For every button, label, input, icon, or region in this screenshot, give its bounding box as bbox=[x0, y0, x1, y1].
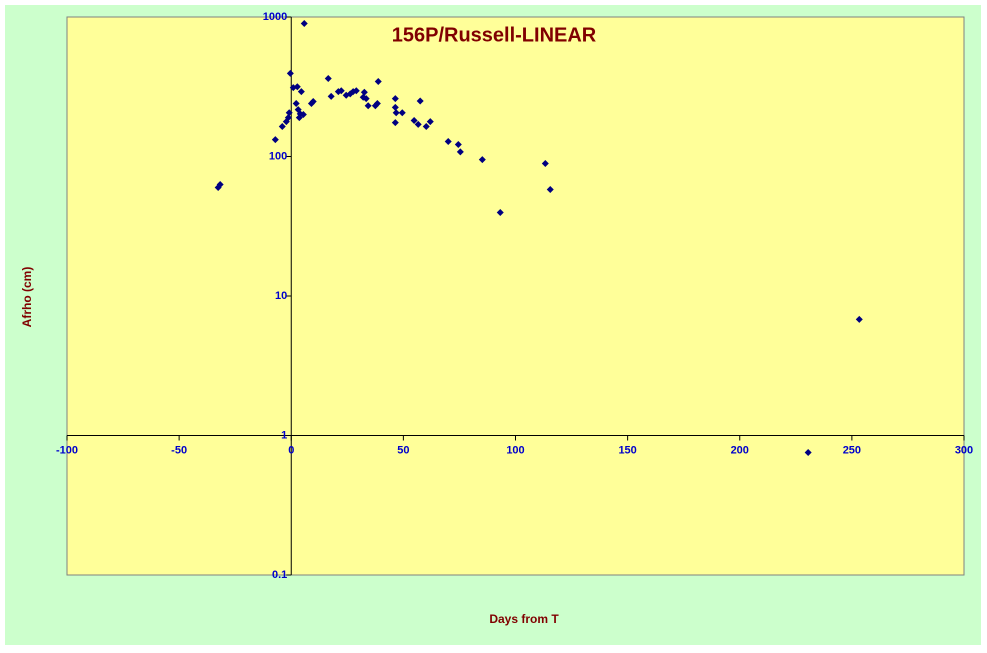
data-point bbox=[337, 87, 345, 95]
y-tick-label: 1000 bbox=[263, 11, 287, 23]
x-tick-label: -100 bbox=[56, 444, 78, 456]
data-point bbox=[496, 208, 504, 216]
x-axis-title: Days from T bbox=[489, 612, 559, 626]
y-tick-label: 0.1 bbox=[272, 569, 287, 581]
data-point bbox=[392, 109, 400, 117]
data-point bbox=[454, 140, 462, 148]
data-point bbox=[456, 148, 464, 156]
x-tick-label: -50 bbox=[171, 444, 187, 456]
data-point bbox=[271, 136, 279, 144]
data-point bbox=[286, 69, 294, 77]
data-point bbox=[416, 97, 424, 105]
data-point bbox=[444, 138, 452, 146]
y-tick-label: 100 bbox=[269, 150, 287, 162]
x-tick-label: 150 bbox=[618, 444, 636, 456]
data-point bbox=[293, 83, 301, 91]
data-point bbox=[309, 97, 317, 105]
data-point bbox=[297, 88, 305, 96]
x-tick-label: 250 bbox=[843, 444, 861, 456]
data-point bbox=[362, 95, 370, 103]
data-point bbox=[278, 123, 286, 131]
data-point bbox=[364, 102, 372, 110]
data-point bbox=[292, 99, 300, 107]
data-point bbox=[373, 99, 381, 107]
data-point bbox=[478, 156, 486, 164]
data-point bbox=[546, 186, 554, 194]
data-point bbox=[426, 118, 434, 126]
x-tick-label: 0 bbox=[288, 444, 294, 456]
data-point bbox=[284, 114, 292, 122]
data-point bbox=[391, 119, 399, 127]
data-point bbox=[300, 20, 308, 28]
x-tick-label: 200 bbox=[731, 444, 749, 456]
data-point bbox=[398, 109, 406, 117]
x-tick-label: 50 bbox=[397, 444, 409, 456]
y-tick-label: 1 bbox=[281, 429, 287, 441]
data-point bbox=[299, 111, 307, 119]
data-point bbox=[804, 449, 812, 457]
data-point bbox=[216, 180, 224, 188]
data-point bbox=[414, 120, 422, 128]
data-point bbox=[327, 92, 335, 100]
plot-area bbox=[66, 16, 965, 576]
data-point bbox=[422, 123, 430, 131]
data-point bbox=[374, 77, 382, 85]
data-point bbox=[360, 88, 368, 96]
x-tick-label: 300 bbox=[955, 444, 973, 456]
x-tick-label: 100 bbox=[506, 444, 524, 456]
y-tick-label: 10 bbox=[275, 290, 287, 302]
y-axis-title: Afrho (cm) bbox=[20, 267, 34, 328]
data-point bbox=[391, 103, 399, 111]
data-point bbox=[855, 315, 863, 323]
data-point bbox=[391, 95, 399, 103]
data-point bbox=[352, 87, 360, 95]
data-point bbox=[410, 117, 418, 125]
data-point bbox=[541, 160, 549, 168]
data-point bbox=[324, 75, 332, 83]
data-point bbox=[285, 109, 293, 117]
chart-title: 156P/Russell-LINEAR bbox=[392, 24, 597, 46]
